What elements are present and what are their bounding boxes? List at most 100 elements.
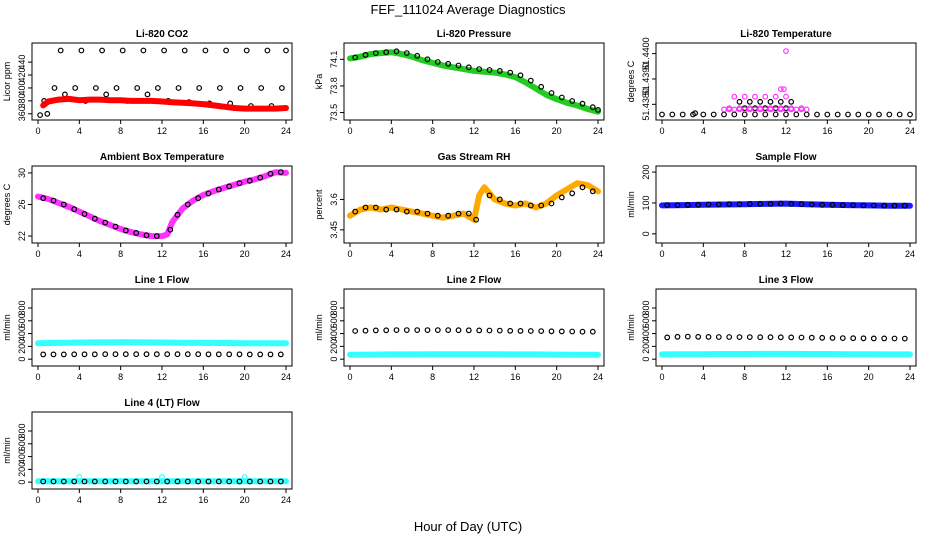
y-tick-label: 200 xyxy=(641,165,651,180)
data-point xyxy=(258,85,265,91)
data-point xyxy=(870,202,877,209)
x-tick-label: 4 xyxy=(77,249,82,259)
data-point xyxy=(372,327,379,334)
data-point xyxy=(860,202,867,209)
x-tick-label: 16 xyxy=(510,249,520,259)
data-point xyxy=(134,85,141,91)
x-tick-label: 12 xyxy=(781,372,791,382)
data-point xyxy=(184,478,191,485)
data-point xyxy=(752,93,758,100)
x-tick-label: 12 xyxy=(469,249,479,259)
data-point xyxy=(850,335,857,342)
data-point xyxy=(664,202,671,209)
panel-title: Line 4 (LT) Flow xyxy=(124,398,200,409)
data-point xyxy=(538,83,545,90)
data-point xyxy=(548,200,555,207)
data-point xyxy=(50,478,57,485)
panel-7: Line 1 Flow ml/min 0 4 8 12 16 20 24 0 20040060080… xyxy=(2,275,293,382)
x-tick-label: 4 xyxy=(701,249,706,259)
data-point xyxy=(538,328,545,335)
x-tick-label: 4 xyxy=(701,126,706,136)
data-point xyxy=(819,334,826,341)
x-tick-label: 8 xyxy=(118,495,123,505)
y-tick-label: 0 xyxy=(641,231,651,236)
figure-title: FEF_111024 Average Diagnostics xyxy=(370,2,566,17)
data-point xyxy=(175,85,182,91)
data-point xyxy=(226,351,233,358)
data-point xyxy=(752,111,758,118)
data-point xyxy=(558,328,565,335)
panel-title: Line 2 Flow xyxy=(447,275,502,286)
data-point xyxy=(37,112,43,118)
data-point xyxy=(798,105,805,111)
data-point xyxy=(752,106,758,113)
x-tick-label: 24 xyxy=(281,249,291,259)
data-point xyxy=(283,47,289,54)
panel-10: Line 4 (LT) Flow ml/min 0 4 8 12 16 20 24 0 200400… xyxy=(2,398,293,505)
data-point xyxy=(721,111,727,118)
data-point xyxy=(92,85,99,91)
data-point xyxy=(181,47,188,54)
data-point xyxy=(78,47,85,54)
data-point xyxy=(715,334,722,340)
data-point xyxy=(226,478,233,485)
data-point xyxy=(814,111,820,118)
data-point xyxy=(455,327,462,334)
data-point xyxy=(762,93,769,100)
data-point xyxy=(798,334,805,341)
data-point xyxy=(710,111,717,118)
data-point xyxy=(589,188,596,195)
series-2 xyxy=(721,48,810,113)
data-point xyxy=(496,327,503,334)
x-tick-label: 16 xyxy=(822,372,832,382)
data-point xyxy=(236,478,243,485)
data-point xyxy=(246,177,253,184)
x-tick-label: 16 xyxy=(198,249,208,259)
data-point xyxy=(99,47,105,54)
data-point xyxy=(767,334,774,341)
data-point xyxy=(901,202,908,209)
x-tick-label: 20 xyxy=(552,249,562,259)
y-tick-label: 800 xyxy=(17,423,27,438)
panel-title: Li-820 Temperature xyxy=(740,29,832,40)
x-tick-label: 4 xyxy=(389,372,394,382)
panel-ylabel: ml/min xyxy=(2,437,12,464)
data-point xyxy=(726,105,733,111)
x-tick-label: 24 xyxy=(593,126,603,136)
data-point xyxy=(721,106,727,113)
x-tick-label: 20 xyxy=(240,495,250,505)
data-point xyxy=(434,59,441,65)
data-point xyxy=(803,111,810,118)
data-point xyxy=(808,334,815,341)
data-point xyxy=(517,200,524,207)
data-point xyxy=(881,335,888,342)
data-point xyxy=(81,478,88,485)
data-point xyxy=(896,111,903,118)
y-tick-label: 51.4390 xyxy=(641,63,651,96)
series-2 xyxy=(40,351,284,358)
x-tick-label: 0 xyxy=(347,249,352,259)
series-2 xyxy=(76,474,248,480)
data-point xyxy=(808,201,815,208)
data-point xyxy=(102,478,109,485)
data-point xyxy=(579,100,586,107)
data-point xyxy=(60,351,67,358)
data-point xyxy=(507,200,514,207)
data-point xyxy=(277,478,284,485)
data-point xyxy=(473,216,480,223)
x-tick-label: 24 xyxy=(593,372,603,382)
data-point xyxy=(424,56,431,63)
data-point xyxy=(140,47,147,54)
x-tick-label: 0 xyxy=(35,249,40,259)
x-tick-label: 12 xyxy=(781,249,791,259)
panel-title: Gas Stream RH xyxy=(438,152,511,163)
data-point xyxy=(184,201,191,208)
x-tick-label: 12 xyxy=(469,126,479,136)
y-tick-label: 440 xyxy=(17,55,27,70)
y-tick-label: 200 xyxy=(329,339,339,354)
data-point xyxy=(133,351,140,358)
data-point xyxy=(76,474,83,480)
data-point xyxy=(44,110,51,117)
data-point xyxy=(424,327,431,334)
